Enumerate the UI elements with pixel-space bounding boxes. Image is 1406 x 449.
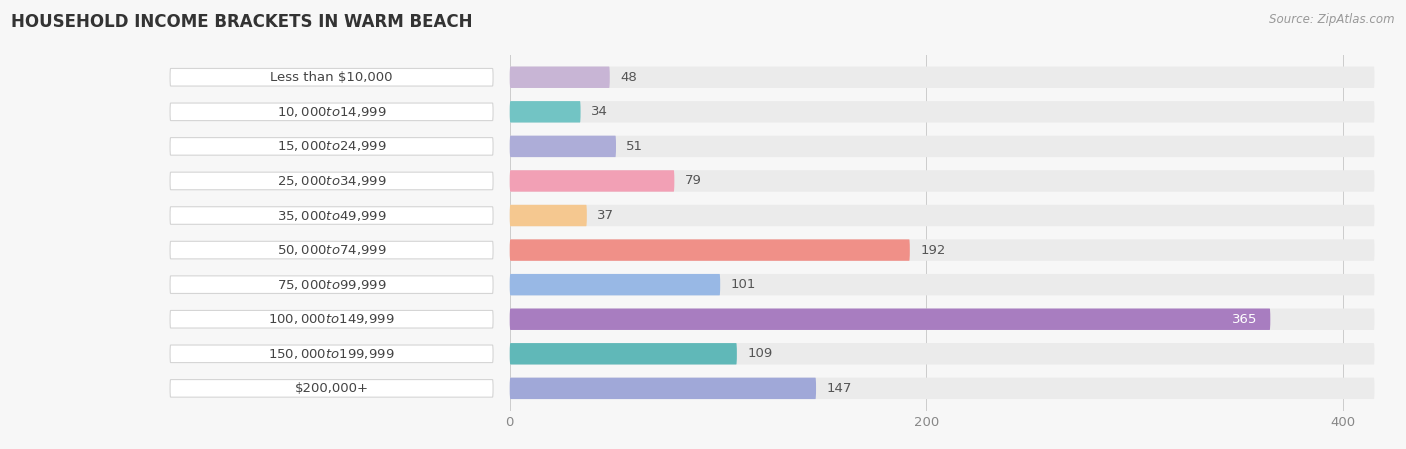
Text: 101: 101	[731, 278, 756, 291]
Text: 51: 51	[627, 140, 644, 153]
FancyBboxPatch shape	[510, 170, 675, 192]
FancyBboxPatch shape	[170, 68, 494, 86]
Text: $200,000+: $200,000+	[295, 382, 368, 395]
Text: $35,000 to $49,999: $35,000 to $49,999	[277, 208, 387, 223]
FancyBboxPatch shape	[510, 136, 1375, 157]
FancyBboxPatch shape	[170, 345, 494, 363]
Text: 192: 192	[921, 244, 946, 256]
FancyBboxPatch shape	[170, 379, 494, 397]
Text: $100,000 to $149,999: $100,000 to $149,999	[269, 312, 395, 326]
FancyBboxPatch shape	[170, 137, 494, 155]
Text: 109: 109	[747, 347, 772, 360]
FancyBboxPatch shape	[170, 172, 494, 190]
Text: $10,000 to $14,999: $10,000 to $14,999	[277, 105, 387, 119]
FancyBboxPatch shape	[170, 310, 494, 328]
FancyBboxPatch shape	[510, 378, 1375, 399]
FancyBboxPatch shape	[510, 239, 1375, 261]
Text: $75,000 to $99,999: $75,000 to $99,999	[277, 277, 387, 292]
Text: Source: ZipAtlas.com: Source: ZipAtlas.com	[1270, 13, 1395, 26]
FancyBboxPatch shape	[510, 205, 1375, 226]
FancyBboxPatch shape	[510, 136, 616, 157]
FancyBboxPatch shape	[510, 378, 815, 399]
FancyBboxPatch shape	[170, 276, 494, 294]
Text: Less than $10,000: Less than $10,000	[270, 71, 392, 84]
FancyBboxPatch shape	[510, 308, 1270, 330]
Text: $150,000 to $199,999: $150,000 to $199,999	[269, 347, 395, 361]
FancyBboxPatch shape	[510, 343, 737, 365]
Text: 79: 79	[685, 175, 702, 187]
FancyBboxPatch shape	[510, 239, 910, 261]
FancyBboxPatch shape	[170, 103, 494, 121]
FancyBboxPatch shape	[510, 66, 1375, 88]
FancyBboxPatch shape	[170, 241, 494, 259]
FancyBboxPatch shape	[510, 101, 581, 123]
Text: $25,000 to $34,999: $25,000 to $34,999	[277, 174, 387, 188]
FancyBboxPatch shape	[510, 170, 1375, 192]
Text: 37: 37	[598, 209, 614, 222]
FancyBboxPatch shape	[510, 274, 720, 295]
FancyBboxPatch shape	[510, 205, 586, 226]
Text: 365: 365	[1233, 313, 1258, 326]
Text: $50,000 to $74,999: $50,000 to $74,999	[277, 243, 387, 257]
Text: 34: 34	[591, 106, 607, 119]
Text: 48: 48	[620, 71, 637, 84]
FancyBboxPatch shape	[510, 343, 1375, 365]
FancyBboxPatch shape	[510, 66, 610, 88]
Text: HOUSEHOLD INCOME BRACKETS IN WARM BEACH: HOUSEHOLD INCOME BRACKETS IN WARM BEACH	[11, 13, 472, 31]
Text: $15,000 to $24,999: $15,000 to $24,999	[277, 139, 387, 154]
FancyBboxPatch shape	[510, 101, 1375, 123]
FancyBboxPatch shape	[170, 207, 494, 224]
FancyBboxPatch shape	[510, 274, 1375, 295]
Text: 147: 147	[827, 382, 852, 395]
FancyBboxPatch shape	[510, 308, 1375, 330]
